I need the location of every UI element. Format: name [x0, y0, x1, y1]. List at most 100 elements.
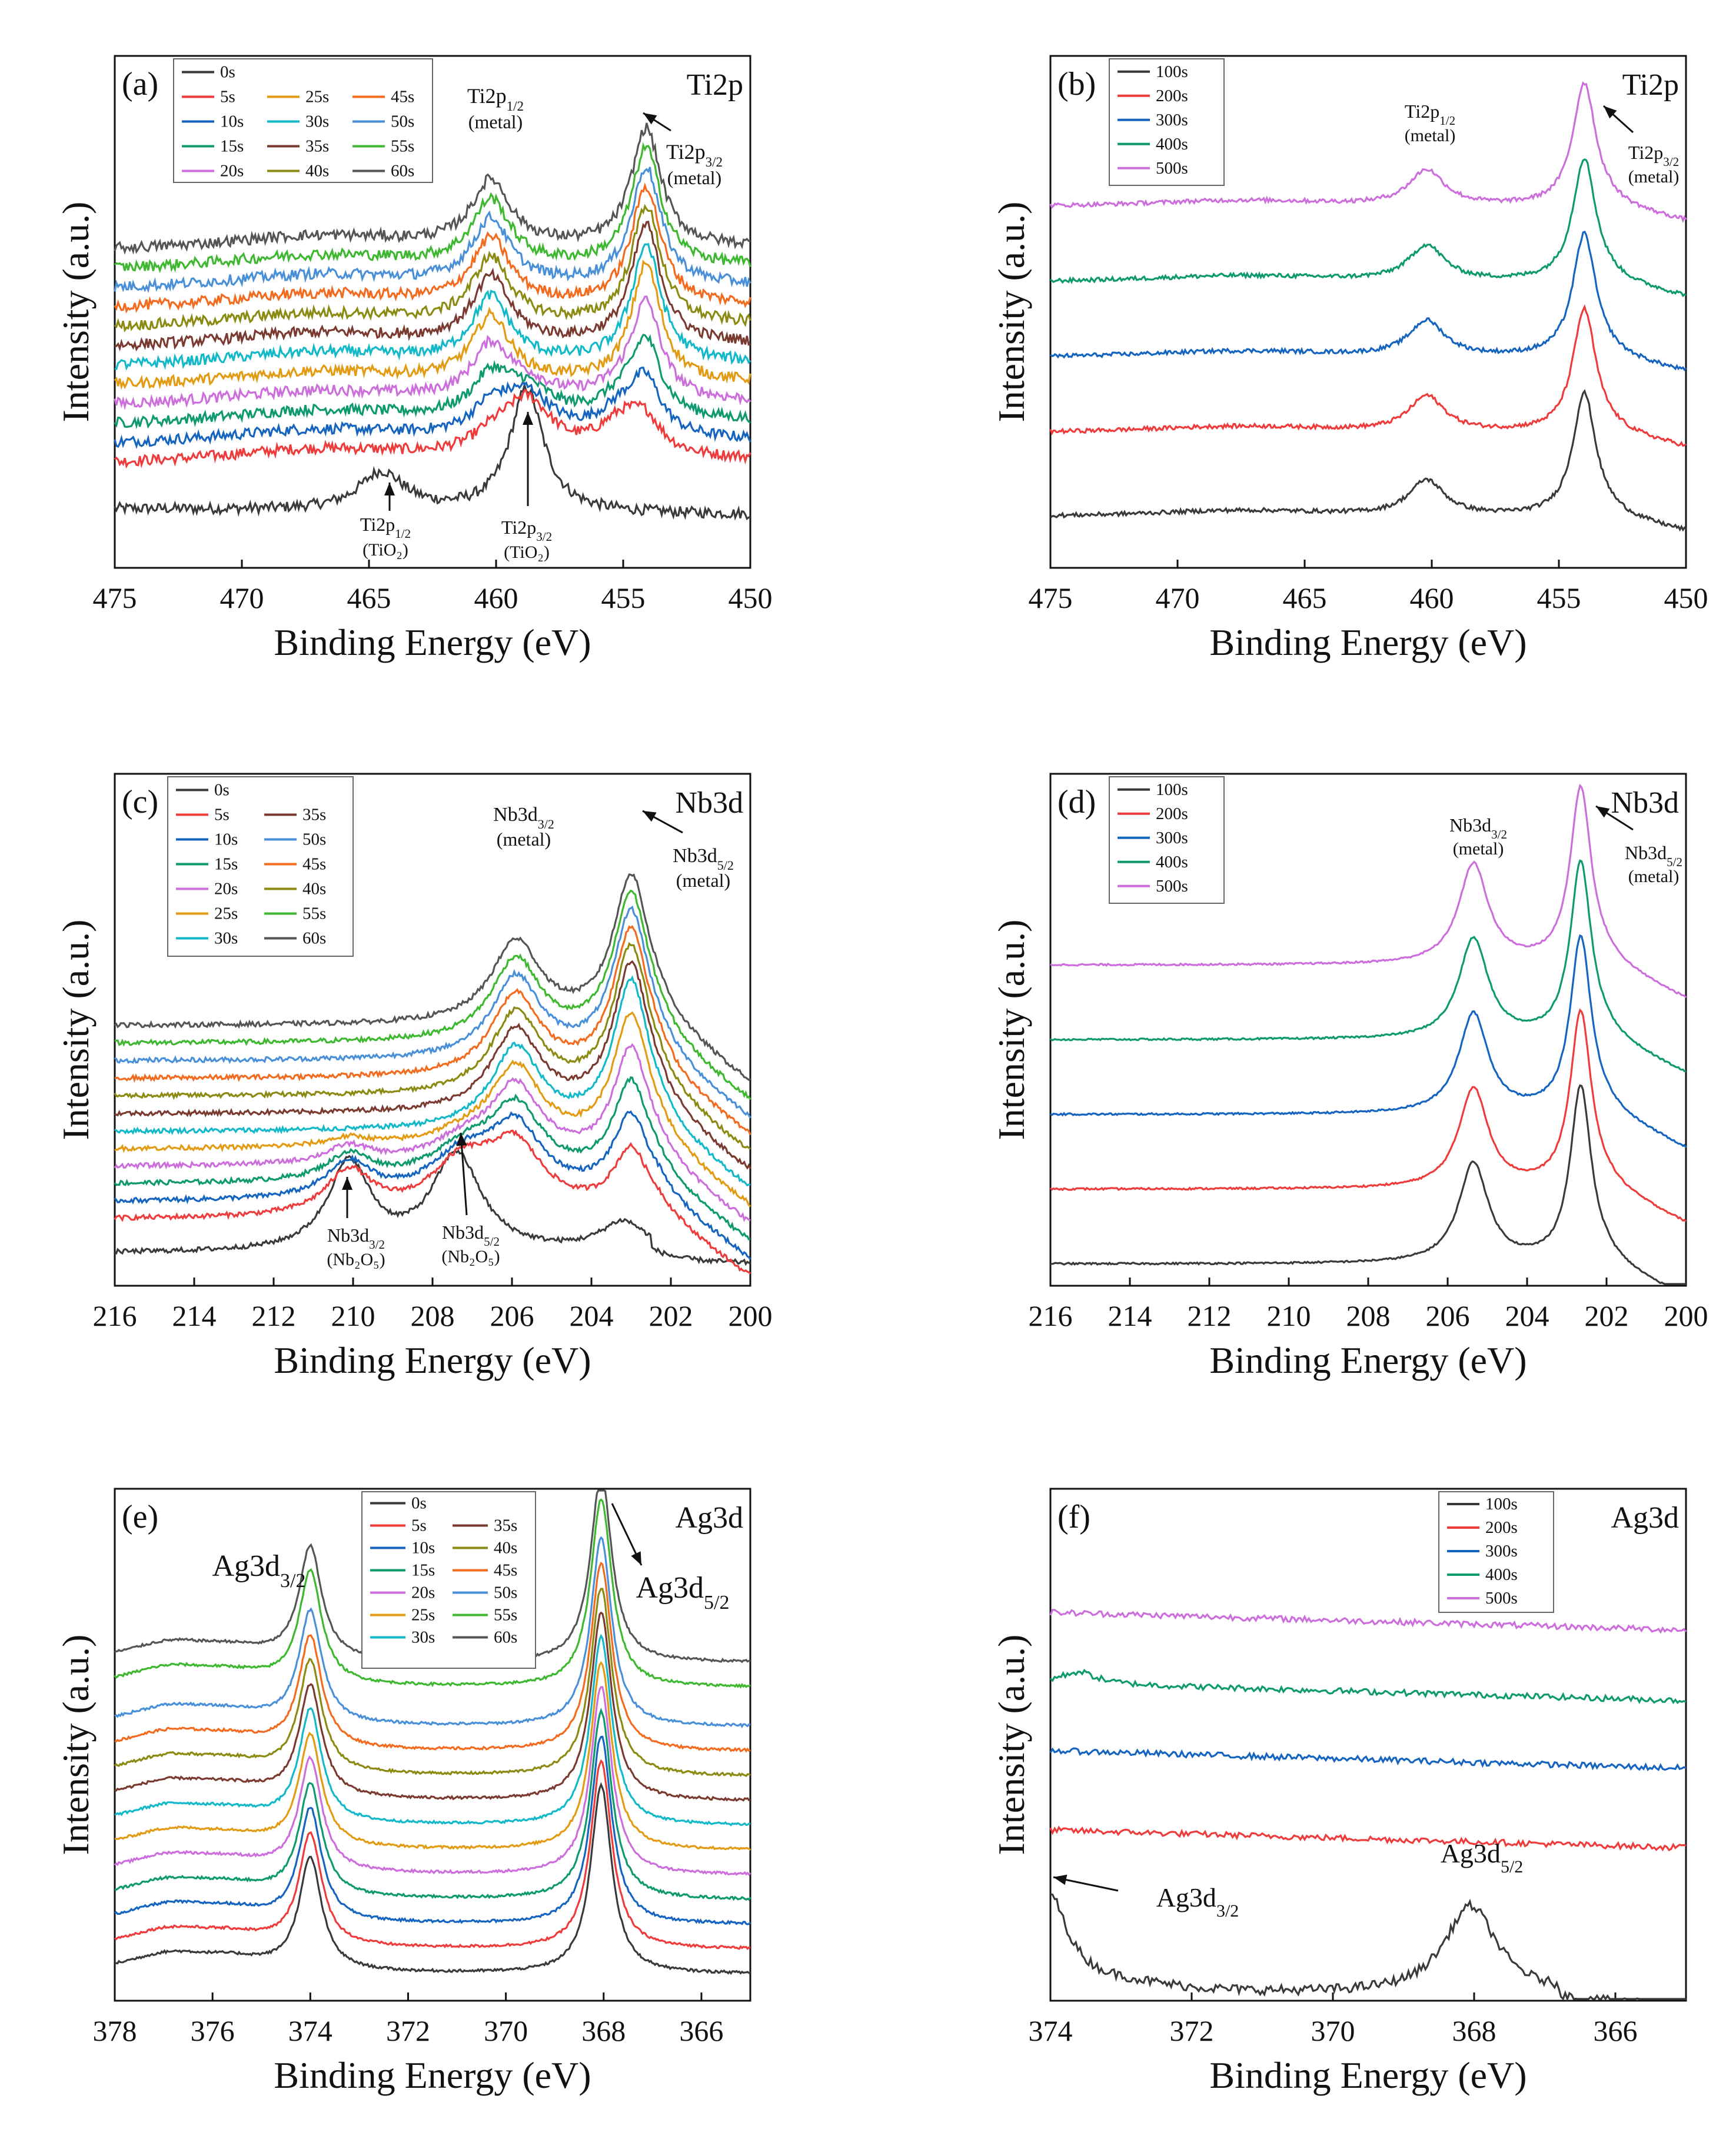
annotation-nb3d52-oxide-sub: (Nb₂O₅): [441, 1247, 500, 1266]
arrow-ti2p32-oxide-head: [523, 412, 533, 425]
series-line-300s: [1049, 1747, 1687, 1771]
annotation-nb3d52-metal-sub: (metal): [676, 870, 730, 891]
arrow-ti2p32-metal-head: [643, 113, 657, 125]
legend-entry-10s: 10s: [220, 112, 244, 131]
x-tick-label: 465: [1283, 581, 1327, 614]
legend-entry-20s: 20s: [220, 162, 244, 181]
legend-entry-300s: 300s: [1156, 111, 1188, 129]
legend-entry-30s: 30s: [411, 1628, 435, 1647]
annotation-ti2p32-metal-sub: (metal): [1628, 167, 1680, 187]
panel-label: (f): [1057, 1499, 1090, 1535]
legend: 100s 200s 300s 400s 500s: [1109, 58, 1225, 186]
annotation-nb3d32-metal: Nb3d3/2: [1449, 814, 1507, 841]
series-line-200s: [1049, 304, 1687, 447]
legend-entry-50s: 50s: [494, 1584, 517, 1602]
arrow-nb3d52-metal: [1595, 805, 1634, 831]
legend-entry-60s: 60s: [494, 1628, 517, 1647]
x-tick-label: 374: [288, 2014, 332, 2047]
annotation-ti2p32-metal-sub: (metal): [667, 167, 721, 188]
series-line-10s: [114, 367, 751, 450]
x-tick-label: 374: [1029, 2014, 1073, 2047]
y-axis-title: Intensity (a.u.): [55, 202, 97, 423]
legend-entry-25s: 25s: [305, 88, 329, 107]
arrow-nb3d52-oxide-head: [456, 1133, 467, 1146]
annotation-nb3d32-oxide: Nb3d3/2: [327, 1225, 385, 1252]
series-line-15s: [114, 334, 751, 430]
x-tick-label: 200: [1664, 1299, 1708, 1332]
annotation-ti2p12-metal: Ti2p1/2: [467, 84, 524, 114]
panel-e: 378 376 374 372 370 368 366 Binding Energy (eV)…: [55, 1488, 751, 2096]
series-line-40s: [114, 942, 751, 1150]
x-tick-label: 216: [1029, 1299, 1073, 1332]
annotation-nb3d52-metal-sub: (metal): [1628, 867, 1680, 886]
x-tick-label: 372: [1170, 2014, 1214, 2047]
arrow-nb3d32-oxide: [342, 1177, 352, 1218]
series-line-50s: [114, 1536, 751, 1729]
arrow-ag3d32-head: [1053, 1874, 1067, 1885]
series-line-500s: [1049, 81, 1687, 224]
legend-entry-500s: 500s: [1156, 877, 1188, 896]
x-tick-label: 370: [1311, 2014, 1355, 2047]
x-tick-label: 208: [411, 1299, 455, 1332]
x-tick-label: 378: [93, 2014, 137, 2047]
legend-entry-30s: 30s: [305, 112, 329, 131]
series-line-500s: [1049, 1609, 1687, 1634]
annotation-nb3d32-metal: Nb3d3/2: [493, 804, 554, 831]
x-tick-label: 368: [581, 2014, 626, 2047]
legend-entry-300s: 300s: [1156, 829, 1188, 847]
series-line-0s: [114, 1149, 751, 1266]
x-tick-label: 216: [93, 1299, 137, 1332]
legend-entry-15s: 15s: [214, 855, 238, 874]
series-line-60s: [114, 873, 751, 1081]
series-line-55s: [114, 889, 751, 1100]
x-tick-label: 206: [1426, 1299, 1470, 1332]
x-tick-label: 210: [1267, 1299, 1311, 1332]
element-label: Ti2p: [687, 68, 743, 102]
legend-box: [1109, 776, 1225, 904]
annotation-ti2p32-metal: Ti2p3/2: [666, 140, 723, 169]
annotation-ti2p32-oxide: Ti2p3/2: [501, 517, 552, 544]
legend-entry-45s: 45s: [391, 88, 414, 107]
legend-entry-0s: 0s: [220, 63, 235, 82]
annotation-nb3d32-metal-sub: (metal): [1453, 839, 1504, 859]
series-line-15s: [114, 1707, 751, 1901]
arrow-ti2p32-metal: [1602, 105, 1634, 134]
legend-entry-45s: 45s: [494, 1561, 517, 1580]
x-tick-labels: 378 376 374 372 370 368 366: [93, 1992, 723, 2047]
legend-entry-20s: 20s: [411, 1584, 435, 1602]
arrow-ti2p12-oxide: [384, 483, 395, 511]
x-tick-label: 210: [331, 1299, 375, 1332]
series-line-35s: [114, 1611, 751, 1802]
x-tick-labels: 216 214 212 210 208 206 204 202 200: [93, 1278, 773, 1332]
annotation-ag3d32: Ag3d3/2: [1156, 1882, 1239, 1921]
legend-box: [167, 776, 354, 957]
annotation-nb3d32-oxide-sub: (Nb₂O₅): [327, 1250, 385, 1269]
x-tick-label: 460: [1410, 581, 1454, 614]
panel-label: (b): [1057, 66, 1096, 102]
legend-entry-0s: 0s: [214, 781, 230, 800]
x-tick-label: 200: [729, 1299, 773, 1332]
legend-entry-55s: 55s: [391, 137, 414, 156]
series-line-50s: [114, 167, 751, 294]
annotation-ag3d32: Ag3d3/2: [212, 1549, 305, 1592]
arrow-ti2p32-metal: [643, 112, 671, 132]
series-line-20s: [114, 295, 751, 411]
y-axis-title: Intensity (a.u.): [55, 1635, 97, 1855]
series-line-15s: [114, 1076, 751, 1241]
x-tick-label: 212: [252, 1299, 296, 1332]
legend-entry-200s: 200s: [1485, 1518, 1518, 1537]
x-tick-label: 475: [1029, 581, 1073, 614]
annotation-ag3d52: Ag3d5/2: [636, 1571, 729, 1614]
arrow-ti2p12-oxide-head: [384, 483, 395, 495]
series-line-5s: [114, 1759, 750, 1950]
series-line-55s: [114, 1498, 751, 1689]
legend-entry-5s: 5s: [214, 806, 230, 824]
x-tick-label: 450: [729, 581, 773, 614]
arrow-ti2p32-metal-head: [1604, 106, 1617, 119]
arrow-nb3d52-oxide: [456, 1132, 468, 1216]
x-tick-label: 212: [1188, 1299, 1232, 1332]
element-label: Ag3d: [675, 1501, 743, 1535]
legend-box: [361, 1491, 536, 1669]
x-tick-labels: 475 470 465 460 455 450: [93, 560, 773, 614]
series-line-10s: [114, 1735, 751, 1925]
